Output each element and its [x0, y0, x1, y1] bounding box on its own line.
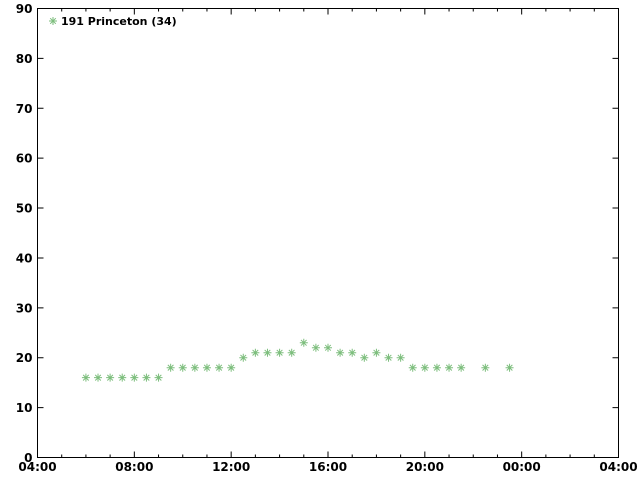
data-point	[190, 363, 199, 372]
data-point	[457, 363, 466, 372]
data-point	[202, 363, 211, 372]
data-point	[348, 348, 357, 357]
data-point	[130, 373, 139, 382]
legend-label: 191 Princeton (34)	[61, 15, 177, 28]
y-tick-label: 80	[16, 52, 33, 66]
y-tick-label: 10	[16, 401, 33, 415]
axis-ticks	[37, 8, 619, 458]
data-point	[263, 348, 272, 357]
data-point	[239, 353, 248, 362]
data-point	[251, 348, 260, 357]
data-point	[360, 353, 369, 362]
data-point	[227, 363, 236, 372]
data-point	[106, 373, 115, 382]
x-tick-label: 16:00	[309, 460, 347, 474]
y-tick-label: 60	[16, 152, 33, 166]
y-tick-label: 70	[16, 102, 33, 116]
data-point	[154, 373, 163, 382]
data-point	[372, 348, 381, 357]
data-point	[420, 363, 429, 372]
data-point	[408, 363, 417, 372]
x-tick-label: 12:00	[212, 460, 250, 474]
y-tick-label: 20	[16, 351, 33, 365]
y-tick-label: 0	[24, 451, 32, 465]
data-point	[142, 373, 151, 382]
data-point	[178, 363, 187, 372]
data-point	[432, 363, 441, 372]
y-tick-label: 40	[16, 251, 33, 265]
x-tick-label: 20:00	[406, 460, 444, 474]
data-point	[311, 343, 320, 352]
data-point	[81, 373, 90, 382]
legend-asterisk-icon	[49, 17, 57, 25]
x-tick-label: 04:00	[599, 460, 637, 474]
data-point	[287, 348, 296, 357]
data-point	[299, 338, 308, 347]
data-point	[445, 363, 454, 372]
data-point	[275, 348, 284, 357]
x-tick-label: 08:00	[115, 460, 153, 474]
data-point	[166, 363, 175, 372]
x-tick-label: 04:00	[18, 460, 56, 474]
y-tick-label: 30	[16, 301, 33, 315]
x-tick-label: 00:00	[503, 460, 541, 474]
data-point	[336, 348, 345, 357]
data-point	[396, 353, 405, 362]
data-point	[324, 343, 332, 352]
data-point	[215, 363, 224, 372]
data-point	[118, 373, 127, 382]
data-point	[481, 363, 490, 372]
data-point	[505, 363, 514, 372]
data-point	[94, 373, 103, 382]
y-tick-label: 50	[16, 202, 33, 216]
data-point	[384, 353, 393, 362]
y-tick-label: 90	[16, 2, 33, 16]
